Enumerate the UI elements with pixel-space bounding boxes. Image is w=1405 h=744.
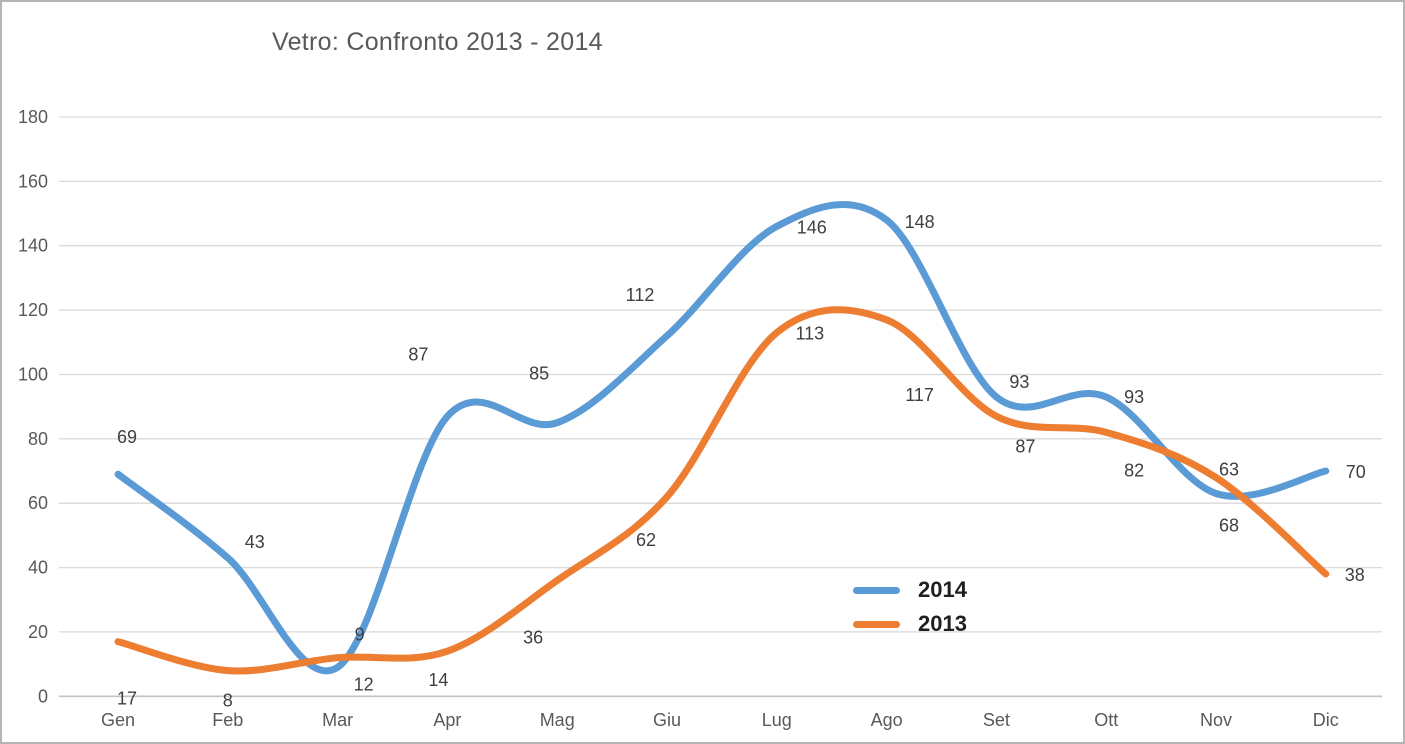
series-line-2014[interactable]: [114, 200, 1330, 675]
data-label-2014-nov: 63: [1219, 460, 1239, 480]
data-label-2014-feb: 43: [245, 532, 265, 552]
data-label-2013-apr: 14: [428, 670, 448, 690]
data-label-2014-lug: 146: [797, 217, 827, 237]
x-axis-label-ott: Ott: [1094, 710, 1118, 730]
data-label-2014-ott: 93: [1124, 387, 1144, 407]
legend-swatch-2014-icon: [853, 586, 900, 594]
chart-legend: 2014 2013: [853, 573, 967, 641]
y-axis-tick-label: 0: [38, 686, 48, 706]
data-label-2014-set: 93: [1009, 372, 1029, 392]
x-axis-label-feb: Feb: [212, 710, 243, 730]
y-axis-tick-label: 20: [28, 622, 48, 642]
x-axis-label-giu: Giu: [653, 710, 681, 730]
data-label-2013-mar: 12: [354, 675, 374, 695]
data-label-2014-giu: 112: [626, 285, 655, 305]
data-label-2014-dic: 70: [1346, 462, 1366, 482]
series-line-2013[interactable]: [114, 306, 1330, 675]
data-label-2013-set: 87: [1015, 436, 1035, 456]
legend-item-2014[interactable]: 2014: [853, 573, 967, 607]
data-label-2013-nov: 68: [1219, 516, 1239, 536]
x-axis-label-mag: Mag: [540, 710, 575, 730]
chart-title[interactable]: Vetro: Confronto 2013 - 2014: [272, 28, 603, 56]
data-label-2013-dic: 38: [1345, 565, 1365, 585]
x-axis-label-nov: Nov: [1200, 710, 1232, 730]
data-label-2014-ago: 148: [905, 212, 935, 232]
data-label-2014-apr: 87: [408, 344, 428, 364]
data-label-2014-mar: 9: [355, 624, 365, 644]
y-axis-tick-label: 60: [28, 493, 48, 513]
y-axis-tick-label: 40: [28, 558, 48, 578]
y-axis-tick-label: 140: [18, 236, 48, 256]
x-axis-label-lug: Lug: [762, 710, 792, 730]
x-axis-label-gen: Gen: [101, 710, 135, 730]
data-label-2013-feb: 8: [223, 691, 233, 711]
legend-label-2014: 2014: [918, 577, 967, 602]
x-axis-label-set: Set: [983, 710, 1010, 730]
data-label-2014-gen: 69: [117, 427, 137, 447]
y-axis-tick-label: 180: [18, 107, 48, 127]
x-axis-label-dic: Dic: [1313, 710, 1339, 730]
data-label-2014-mag: 85: [529, 364, 549, 384]
x-axis-label-apr: Apr: [433, 710, 461, 730]
y-axis-tick-label: 120: [18, 300, 48, 320]
data-label-2013-giu: 62: [636, 530, 656, 550]
y-axis-tick-label: 100: [18, 365, 48, 385]
legend-label-2013: 2013: [918, 611, 967, 636]
y-axis-tick-label: 160: [18, 171, 48, 191]
data-label-2013-ago: 117: [905, 385, 934, 405]
y-axis-tick-label: 80: [28, 429, 48, 449]
legend-item-2013[interactable]: 2013: [853, 607, 967, 641]
data-label-2013-gen: 17: [117, 689, 137, 709]
data-label-2013-ott: 82: [1124, 460, 1144, 480]
data-label-2013-lug: 113: [795, 324, 824, 344]
x-axis-label-ago: Ago: [871, 710, 903, 730]
data-label-2013-mag: 36: [523, 627, 543, 647]
legend-swatch-2013-icon: [853, 620, 900, 628]
x-axis-label-mar: Mar: [322, 710, 353, 730]
